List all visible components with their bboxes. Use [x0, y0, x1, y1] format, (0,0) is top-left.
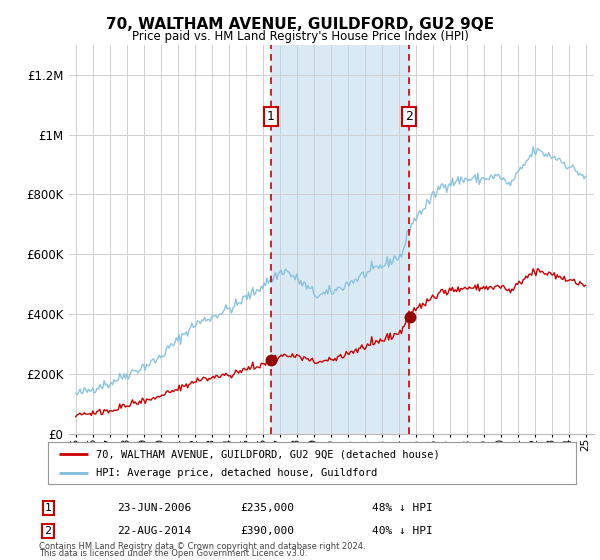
Text: 1: 1	[267, 110, 275, 123]
Text: 2: 2	[44, 526, 52, 536]
Text: £235,000: £235,000	[240, 503, 294, 514]
Text: £390,000: £390,000	[240, 526, 294, 536]
Text: 70, WALTHAM AVENUE, GUILDFORD, GU2 9QE: 70, WALTHAM AVENUE, GUILDFORD, GU2 9QE	[106, 17, 494, 32]
Text: HPI: Average price, detached house, Guildford: HPI: Average price, detached house, Guil…	[95, 469, 377, 478]
Text: 48% ↓ HPI: 48% ↓ HPI	[372, 503, 433, 514]
Text: 70, WALTHAM AVENUE, GUILDFORD, GU2 9QE (detached house): 70, WALTHAM AVENUE, GUILDFORD, GU2 9QE (…	[95, 449, 439, 459]
Text: Contains HM Land Registry data © Crown copyright and database right 2024.: Contains HM Land Registry data © Crown c…	[39, 542, 365, 551]
Text: 1: 1	[44, 503, 52, 514]
Text: 23-JUN-2006: 23-JUN-2006	[117, 503, 191, 514]
Text: This data is licensed under the Open Government Licence v3.0.: This data is licensed under the Open Gov…	[39, 549, 307, 558]
Text: 2: 2	[406, 110, 413, 123]
Text: 40% ↓ HPI: 40% ↓ HPI	[372, 526, 433, 536]
Text: Price paid vs. HM Land Registry's House Price Index (HPI): Price paid vs. HM Land Registry's House …	[131, 30, 469, 44]
Text: 22-AUG-2014: 22-AUG-2014	[117, 526, 191, 536]
Bar	[271, 45, 409, 434]
